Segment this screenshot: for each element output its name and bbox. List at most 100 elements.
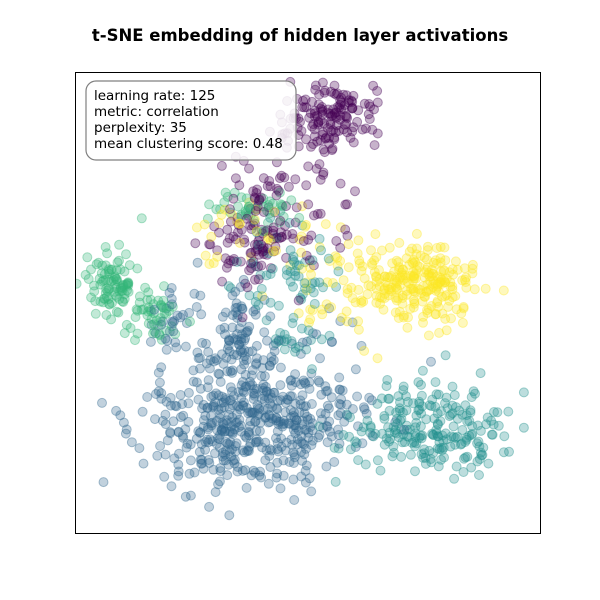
- scatter-point-series-2: [287, 318, 298, 329]
- scatter-point-series-1: [275, 362, 286, 373]
- scatter-point-series-0: [225, 216, 236, 227]
- scatter-point-series-2: [372, 455, 383, 466]
- scatter-point-series-2: [301, 344, 312, 355]
- scatter-point-series-1: [203, 455, 214, 465]
- scatter-point-series-0: [324, 138, 335, 149]
- scatter-point-series-2: [427, 394, 438, 405]
- scatter-point-series-4: [227, 209, 238, 220]
- scatter-point-series-1: [302, 414, 313, 425]
- scatter-point-series-2: [409, 441, 420, 452]
- scatter-point-series-0: [334, 125, 344, 136]
- scatter-point-series-1: [206, 420, 217, 431]
- scatter-point-series-0: [341, 118, 352, 129]
- scatter-point-series-4: [269, 206, 280, 217]
- scatter-point-series-1: [223, 340, 234, 351]
- scatter-point-series-1: [237, 303, 248, 314]
- scatter-point-series-3: [159, 308, 170, 319]
- scatter-point-series-2: [309, 298, 320, 309]
- scatter-point-series-4: [380, 288, 390, 299]
- scatter-point-series-1: [243, 430, 254, 441]
- scatter-point-series-4: [440, 277, 450, 288]
- scatter-point-series-0: [309, 111, 320, 122]
- scatter-point-series-0: [317, 77, 328, 88]
- scatter-point-series-2: [333, 266, 344, 277]
- scatter-point-series-3: [98, 275, 109, 286]
- scatter-point-series-1: [243, 426, 254, 437]
- scatter-point-series-0: [311, 163, 322, 174]
- scatter-point-series-1: [302, 411, 313, 422]
- scatter-point-series-0: [257, 243, 268, 254]
- scatter-point-series-1: [160, 449, 171, 460]
- scatter-point-series-1: [236, 301, 247, 312]
- scatter-point-series-2: [454, 405, 465, 416]
- scatter-point-series-3: [258, 226, 269, 237]
- scatter-point-series-0: [335, 99, 346, 110]
- scatter-point-series-3: [97, 276, 108, 287]
- scatter-point-series-1: [296, 437, 307, 447]
- scatter-point-series-0: [329, 88, 340, 99]
- scatter-point-series-0: [340, 224, 351, 235]
- scatter-point-series-2: [390, 424, 401, 435]
- scatter-point-series-1: [178, 410, 189, 421]
- scatter-point-series-2: [461, 432, 472, 443]
- scatter-point-series-1: [350, 442, 361, 452]
- scatter-point-series-4: [431, 258, 442, 269]
- scatter-point-series-2: [289, 257, 300, 267]
- scatter-point-series-2: [438, 435, 449, 446]
- scatter-point-series-1: [208, 400, 219, 411]
- scatter-point-series-3: [166, 321, 177, 332]
- scatter-point-series-0: [253, 274, 264, 285]
- scatter-point-series-1: [324, 426, 335, 437]
- scatter-point-series-3: [115, 283, 126, 294]
- scatter-point-series-4: [408, 275, 418, 286]
- scatter-point-series-1: [281, 437, 292, 448]
- scatter-point-series-1: [152, 450, 163, 461]
- scatter-point-series-1: [227, 412, 238, 423]
- scatter-point-series-3: [99, 293, 110, 304]
- scatter-point-series-1: [299, 439, 310, 450]
- scatter-point-series-1: [120, 428, 131, 439]
- scatter-point-series-0: [288, 233, 299, 244]
- scatter-point-series-0: [335, 114, 346, 125]
- scatter-point-series-0: [317, 106, 328, 117]
- scatter-point-series-1: [361, 408, 372, 419]
- scatter-point-series-2: [481, 419, 492, 430]
- scatter-point-series-4: [460, 277, 471, 287]
- scatter-point-series-2: [362, 415, 373, 426]
- scatter-point-series-4: [383, 290, 394, 301]
- scatter-point-series-0: [296, 126, 307, 136]
- scatter-point-series-1: [336, 394, 347, 405]
- scatter-point-series-4: [393, 257, 404, 268]
- scatter-point-series-1: [244, 321, 255, 332]
- scatter-point-series-1: [215, 463, 226, 474]
- scatter-point-series-0: [315, 174, 326, 185]
- scatter-point-series-1: [322, 400, 333, 411]
- scatter-point-series-2: [271, 232, 282, 243]
- scatter-point-series-1: [154, 377, 165, 388]
- scatter-point-series-1: [288, 424, 299, 435]
- scatter-point-series-1: [297, 438, 308, 449]
- scatter-point-series-0: [257, 246, 268, 257]
- scatter-point-series-4: [440, 255, 451, 266]
- scatter-point-series-3: [158, 302, 169, 313]
- scatter-point-series-4: [405, 284, 416, 294]
- scatter-point-series-2: [411, 410, 422, 421]
- scatter-point-series-1: [367, 430, 378, 441]
- scatter-point-series-2: [477, 449, 488, 460]
- scatter-point-series-1: [217, 447, 228, 458]
- scatter-point-series-4: [435, 272, 446, 283]
- scatter-point-series-2: [482, 412, 493, 423]
- scatter-point-series-3: [125, 323, 136, 333]
- scatter-point-series-3: [121, 249, 131, 260]
- scatter-point-series-1: [173, 466, 184, 477]
- scatter-point-series-1: [223, 334, 234, 345]
- scatter-point-series-1: [236, 380, 247, 391]
- scatter-point-series-2: [421, 414, 432, 425]
- scatter-point-series-2: [300, 257, 311, 268]
- scatter-point-series-1: [212, 425, 223, 436]
- scatter-point-series-1: [238, 274, 249, 285]
- scatter-point-series-2: [365, 421, 376, 431]
- scatter-point-series-4: [441, 290, 452, 300]
- scatter-point-series-3: [103, 264, 114, 275]
- scatter-point-series-4: [436, 274, 447, 285]
